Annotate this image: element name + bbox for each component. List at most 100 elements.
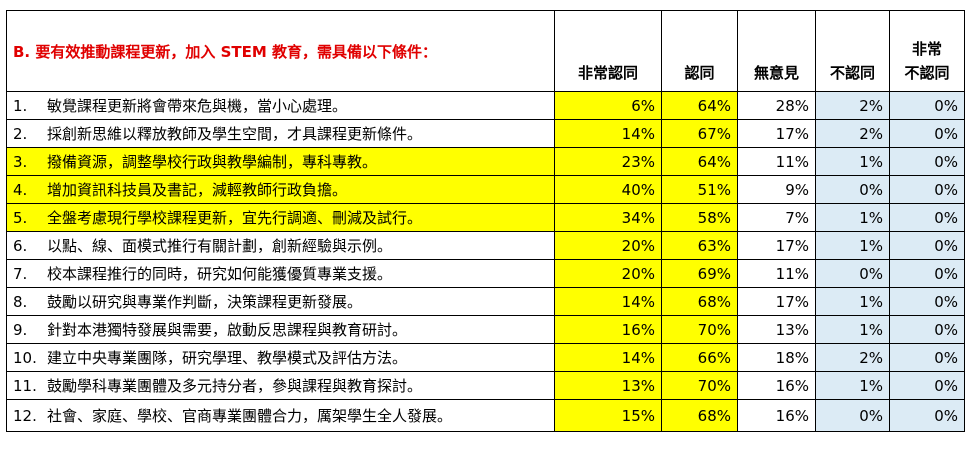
- cell-strongly-disagree: 0%: [889, 343, 965, 372]
- row-number: 11.: [13, 377, 37, 395]
- column-header-label: 非常認同: [577, 64, 638, 82]
- row-statement-cell: 5. 全盤考慮現行學校課程更新，宜先行調適、刪減及試行。: [6, 203, 555, 232]
- cell-strongly-disagree: 0%: [889, 371, 965, 400]
- cell-strongly-agree: 15%: [554, 399, 662, 432]
- column-header-strongly-agree: 非常認同: [554, 10, 662, 92]
- cell-no-opinion: 17%: [737, 231, 816, 260]
- row-statement-text: 社會、家庭、學校、官商專業團體合力，厲架學生全人發展。: [47, 407, 453, 425]
- table-row: 2. 採創新思維以釋放教師及學生空間，才具課程更新條件。 14% 67% 17% 2% 0%: [6, 119, 965, 148]
- row-number: 8.: [13, 293, 28, 311]
- column-header-disagree: 不認同: [815, 10, 890, 92]
- row-number: 9.: [13, 321, 28, 339]
- cell-agree: 68%: [661, 399, 738, 432]
- cell-strongly-disagree: 0%: [889, 147, 965, 176]
- cell-agree: 70%: [661, 371, 738, 400]
- cell-disagree: 0%: [815, 399, 890, 432]
- cell-no-opinion: 11%: [737, 147, 816, 176]
- row-statement-cell: 6. 以點、線、面模式推行有關計劃，創新經驗與示例。: [6, 231, 555, 260]
- row-statement-cell: 1. 敏覺課程更新將會帶來危與機，當小心處理。: [6, 91, 555, 120]
- cell-agree: 67%: [661, 119, 738, 148]
- cell-strongly-agree: 14%: [554, 119, 662, 148]
- cell-agree: 68%: [661, 287, 738, 316]
- cell-strongly-agree: 6%: [554, 91, 662, 120]
- cell-no-opinion: 16%: [737, 371, 816, 400]
- cell-disagree: 2%: [815, 91, 890, 120]
- cell-disagree: 1%: [815, 315, 890, 344]
- row-number: 12.: [13, 407, 37, 425]
- cell-strongly-agree: 14%: [554, 287, 662, 316]
- column-header-label: 不認同: [829, 64, 875, 82]
- cell-agree: 63%: [661, 231, 738, 260]
- table-row: 11. 鼓勵學科專業團體及多元持分者，參與課程與教育探討。 13% 70% 16% 1% 0…: [6, 371, 965, 400]
- cell-strongly-disagree: 0%: [889, 203, 965, 232]
- row-number: 1.: [13, 97, 28, 115]
- cell-no-opinion: 17%: [737, 287, 816, 316]
- column-header-agree: 認同: [661, 10, 738, 92]
- cell-agree: 64%: [661, 91, 738, 120]
- table-header-row: B. 要有效推動課程更新，加入 STEM 教育，需具備以下條件： 非常認同 認同…: [6, 10, 965, 92]
- cell-no-opinion: 16%: [737, 399, 816, 432]
- table-title: B. 要有效推動課程更新，加入 STEM 教育，需具備以下條件：: [6, 10, 555, 92]
- row-statement-cell: 8. 鼓勵以研究與專業作判斷，決策課程更新發展。: [6, 287, 555, 316]
- cell-disagree: 2%: [815, 119, 890, 148]
- row-number: 7.: [13, 265, 28, 283]
- table-row: 3. 撥備資源，調整學校行政與教學編制，專科專教。 23% 64% 11% 1% 0%: [6, 147, 965, 176]
- cell-no-opinion: 18%: [737, 343, 816, 372]
- row-statement-text: 全盤考慮現行學校課程更新，宜先行調適、刪減及試行。: [47, 209, 423, 227]
- row-statement-text: 建立中央專業團隊，研究學理、教學模式及評估方法。: [47, 349, 408, 367]
- cell-no-opinion: 7%: [737, 203, 816, 232]
- row-statement-text: 採創新思維以釋放教師及學生空間，才具課程更新條件。: [47, 125, 423, 143]
- table-row: 6. 以點、線、面模式推行有關計劃，創新經驗與示例。 20% 63% 17% 1% 0%: [6, 231, 965, 260]
- cell-strongly-agree: 34%: [554, 203, 662, 232]
- table-row: 10. 建立中央專業團隊，研究學理、教學模式及評估方法。 14% 66% 18% 2% 0%: [6, 343, 965, 372]
- cell-disagree: 0%: [815, 259, 890, 288]
- row-statement-text: 撥備資源，調整學校行政與教學編制，專科專教。: [47, 153, 378, 171]
- row-statement-cell: 7. 校本課程推行的同時，研究如何能獲優質專業支援。: [6, 259, 555, 288]
- row-statement-text: 敏覺課程更新將會帶來危與機，當小心處理。: [47, 97, 348, 115]
- row-number: 6.: [13, 237, 28, 255]
- row-statement-text: 校本課程推行的同時，研究如何能獲優質專業支援。: [47, 265, 393, 283]
- cell-strongly-agree: 14%: [554, 343, 662, 372]
- table-row: 1. 敏覺課程更新將會帶來危與機，當小心處理。 6% 64% 28% 2% 0%: [6, 91, 965, 120]
- row-statement-text: 增加資訊科技員及書記，減輕教師行政負擔。: [47, 181, 348, 199]
- row-statement-text: 以點、線、面模式推行有關計劃，創新經驗與示例。: [47, 237, 393, 255]
- column-header-label: 無意見: [753, 64, 799, 82]
- cell-disagree: 1%: [815, 231, 890, 260]
- cell-disagree: 1%: [815, 371, 890, 400]
- cell-no-opinion: 13%: [737, 315, 816, 344]
- cell-no-opinion: 17%: [737, 119, 816, 148]
- cell-strongly-disagree: 0%: [889, 259, 965, 288]
- row-statement-text: 針對本港獨特發展與需要，啟動反思課程與教育研討。: [47, 321, 408, 339]
- cell-strongly-agree: 40%: [554, 175, 662, 204]
- row-statement-cell: 10. 建立中央專業團隊，研究學理、教學模式及評估方法。: [6, 343, 555, 372]
- row-number: 5.: [13, 209, 28, 227]
- cell-strongly-disagree: 0%: [889, 287, 965, 316]
- cell-disagree: 1%: [815, 147, 890, 176]
- cell-no-opinion: 28%: [737, 91, 816, 120]
- cell-strongly-disagree: 0%: [889, 119, 965, 148]
- cell-disagree: 1%: [815, 203, 890, 232]
- cell-agree: 64%: [661, 147, 738, 176]
- cell-agree: 66%: [661, 343, 738, 372]
- column-header-label: 認同: [684, 64, 715, 82]
- row-number: 10.: [13, 349, 37, 367]
- cell-disagree: 2%: [815, 343, 890, 372]
- table-row: 9. 針對本港獨特發展與需要，啟動反思課程與教育研討。 16% 70% 13% 1% 0%: [6, 315, 965, 344]
- row-statement-cell: 9. 針對本港獨特發展與需要，啟動反思課程與教育研討。: [6, 315, 555, 344]
- column-header-strongly-disagree: 非常 不認同: [889, 10, 965, 92]
- row-statement-cell: 2. 採創新思維以釋放教師及學生空間，才具課程更新條件。: [6, 119, 555, 148]
- cell-strongly-disagree: 0%: [889, 91, 965, 120]
- row-statement-cell: 12. 社會、家庭、學校、官商專業團體合力，厲架學生全人發展。: [6, 399, 555, 432]
- column-header-label-line2: 不認同: [904, 64, 950, 82]
- row-statement-cell: 4. 增加資訊科技員及書記，減輕教師行政負擔。: [6, 175, 555, 204]
- column-header-no-opinion: 無意見: [737, 10, 816, 92]
- cell-strongly-agree: 20%: [554, 231, 662, 260]
- row-statement-text: 鼓勵學科專業團體及多元持分者，參與課程與教育探討。: [47, 377, 423, 395]
- cell-strongly-disagree: 0%: [889, 399, 965, 432]
- table-row: 12. 社會、家庭、學校、官商專業團體合力，厲架學生全人發展。 15% 68% 16% 0…: [6, 399, 965, 432]
- table-row: 7. 校本課程推行的同時，研究如何能獲優質專業支援。 20% 69% 11% 0% 0%: [6, 259, 965, 288]
- cell-no-opinion: 9%: [737, 175, 816, 204]
- column-header-label-line1: 非常: [911, 40, 942, 58]
- survey-table-container: B. 要有效推動課程更新，加入 STEM 教育，需具備以下條件： 非常認同 認同…: [6, 10, 965, 432]
- cell-strongly-agree: 20%: [554, 259, 662, 288]
